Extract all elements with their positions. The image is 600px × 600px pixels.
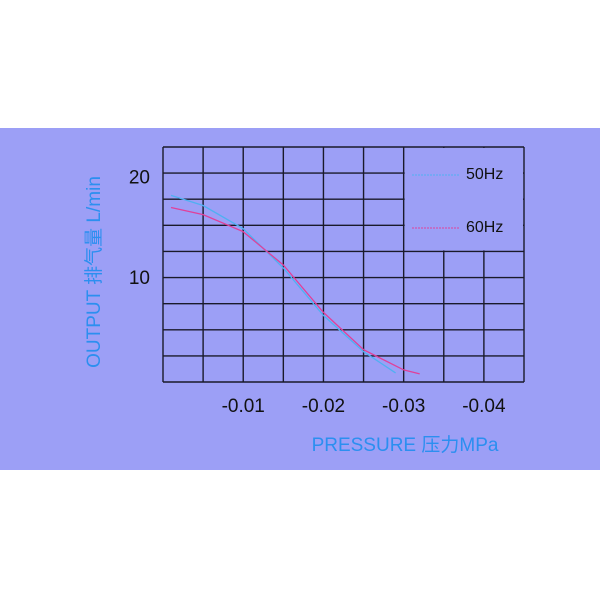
y-tick-label: 20 [129, 167, 150, 188]
legend-background [404, 148, 523, 251]
legend-label: 60Hz [466, 219, 503, 236]
legend-label: 50Hz [466, 166, 503, 183]
line [170, 206, 420, 375]
x-tick-label: -0.04 [462, 396, 506, 417]
y-axis-label: OUTPUT 排气量 L/min [83, 176, 105, 368]
x-tick-label: -0.03 [382, 396, 425, 417]
x-axis-label: PRESSURE 压力MPa [312, 434, 499, 456]
line [170, 194, 396, 374]
x-tick-label: -0.02 [302, 396, 345, 417]
x-tick-label: -0.01 [222, 396, 265, 417]
y-tick-label: 10 [129, 268, 150, 289]
